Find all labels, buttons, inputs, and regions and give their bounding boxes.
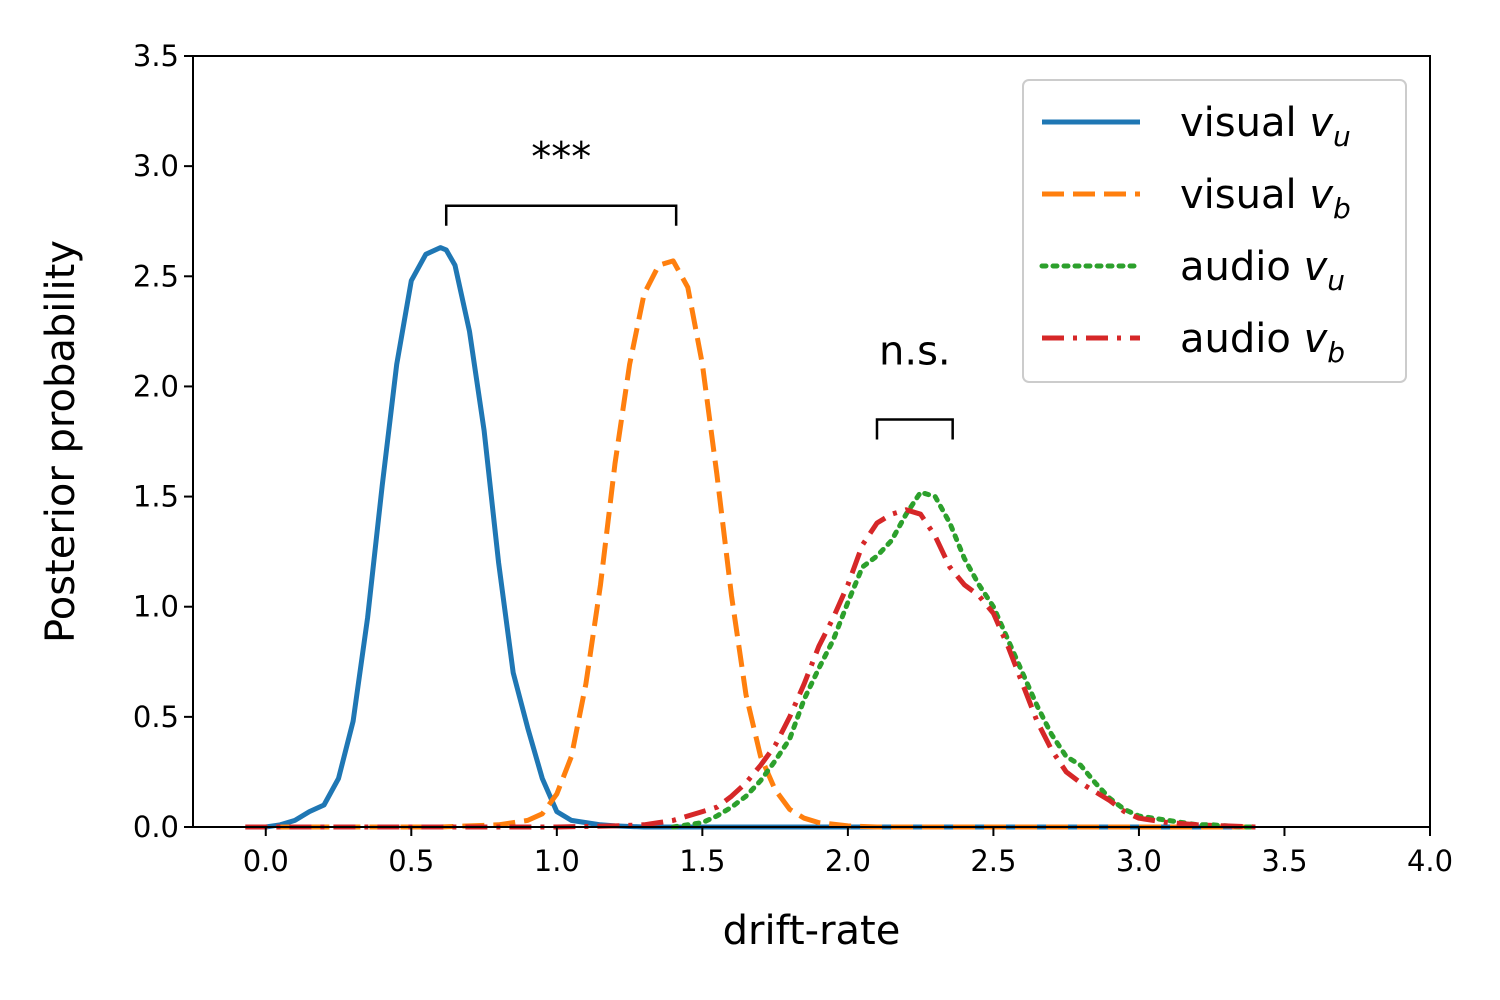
y-tick-label: 2.0 [133,369,179,403]
x-tick-label: 0.0 [243,844,289,878]
y-tick-label: 3.0 [133,149,179,183]
x-tick-label: 3.0 [1116,844,1162,878]
legend-label-text: audio [1180,244,1304,290]
series-line-4 [245,507,1256,830]
significance-label: *** [531,135,591,181]
legend-label-subscript: b [1327,336,1345,369]
legend-label-subscript: u [1333,120,1351,153]
x-tick-label: 0.5 [388,844,434,878]
plot-area-frame [192,55,1431,828]
x-axis-ticks: 0.0 0.5 1.0 1.5 2.0 2.5 3.0 3.5 4.0 [243,827,1453,878]
y-tick-label: 1.0 [133,590,179,624]
x-tick-label: 2.0 [825,844,871,878]
series-line-2 [245,258,1256,830]
y-tick-label: 0.0 [133,810,179,844]
x-tick-label: 2.5 [970,844,1016,878]
legend-label-text: visual [1180,100,1309,146]
x-axis-title: drift-rate [723,908,901,954]
legend-label-text: audio [1180,316,1304,362]
legend-label-symbol: v [1304,244,1329,290]
x-tick-label: 4.0 [1407,844,1453,878]
legend-label-subscript: u [1327,264,1345,297]
x-tick-label: 1.5 [679,844,725,878]
significance-bracket [875,418,954,440]
y-axis-title: Posterior probability [38,240,84,643]
legend-label: audio vb [1180,316,1345,369]
legend-label: visual vb [1180,172,1351,225]
legend-label-symbol: v [1304,316,1329,362]
legend-box [1022,79,1407,383]
significance-annotations: *** n.s. [444,135,954,440]
legend-label-symbol: v [1309,100,1334,146]
y-tick-label: 2.5 [133,259,179,293]
y-tick-label: 0.5 [133,700,179,734]
significance-bracket [444,204,678,226]
series-line-3 [670,489,1258,830]
significance-label: n.s. [879,328,951,374]
y-axis-ticks: 0.0 0.5 1.0 1.5 2.0 2.5 3.0 3.5 [133,39,193,844]
legend-label: audio vu [1180,244,1345,297]
y-tick-label: 1.5 [133,480,179,514]
legend-label: visual vu [1180,100,1351,153]
legend-label-subscript: b [1333,192,1351,225]
legend-label-symbol: v [1309,172,1334,218]
x-tick-label: 1.0 [534,844,580,878]
x-tick-label: 3.5 [1261,844,1307,878]
legend-label-text: visual [1180,172,1309,218]
y-tick-label: 3.5 [133,39,179,73]
